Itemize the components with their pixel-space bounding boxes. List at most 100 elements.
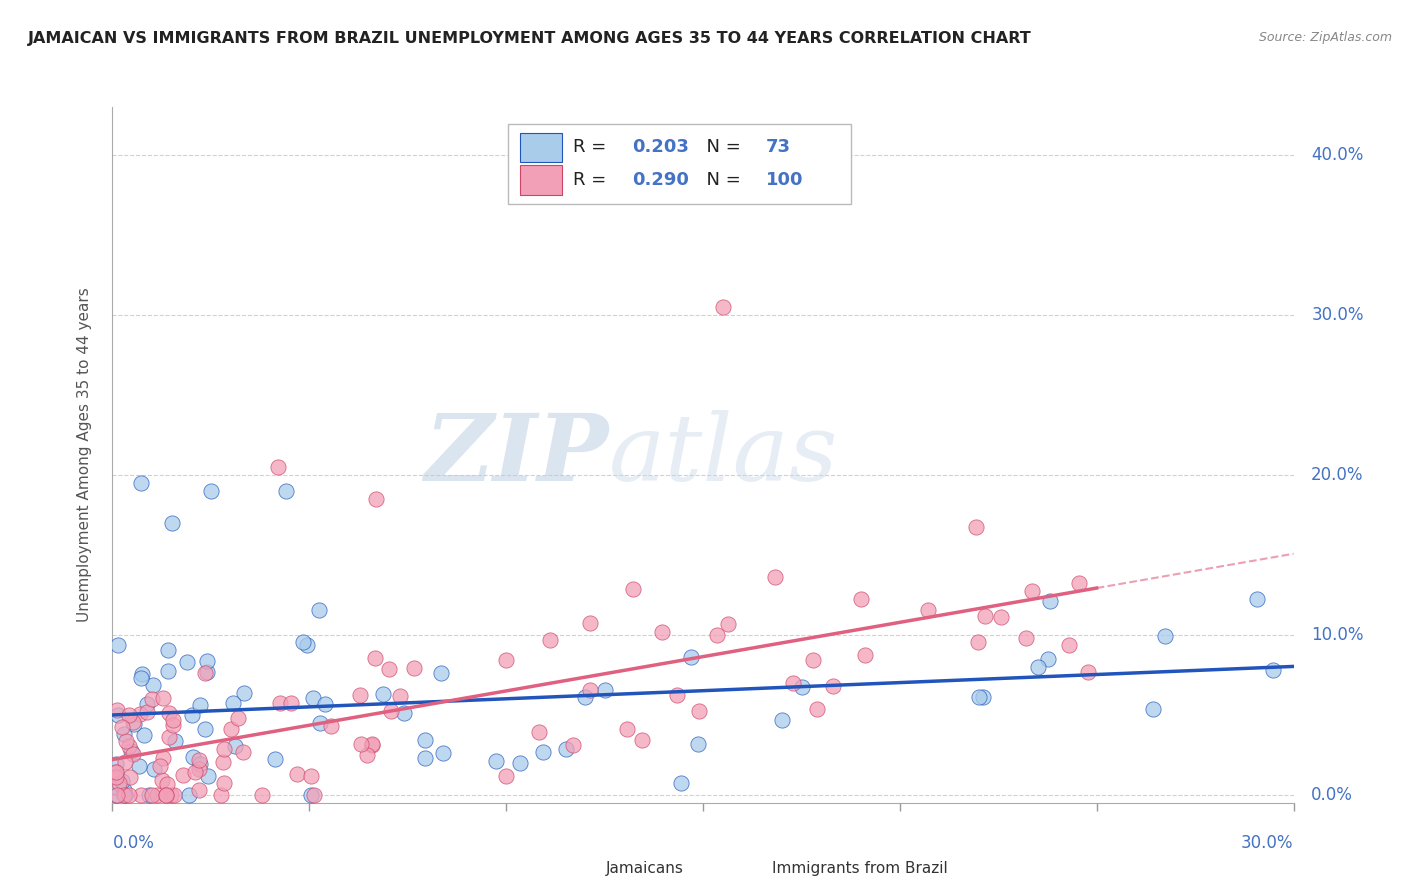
Point — [105, 770, 128, 784]
Point — [574, 690, 596, 704]
Text: 10.0%: 10.0% — [1312, 626, 1364, 644]
Point — [105, 764, 128, 779]
Point — [350, 737, 373, 751]
Point — [717, 617, 740, 632]
Point — [155, 788, 177, 802]
Point — [105, 788, 128, 802]
Point — [297, 638, 319, 652]
Point — [274, 483, 297, 498]
Point — [129, 788, 152, 802]
Point — [112, 782, 135, 797]
Point — [509, 756, 531, 770]
Point — [135, 705, 157, 719]
Point — [212, 741, 235, 756]
Point — [120, 744, 142, 758]
Point — [990, 609, 1012, 624]
Point — [177, 788, 200, 802]
Point — [222, 696, 245, 710]
Point — [801, 653, 824, 667]
Point — [114, 755, 136, 769]
Point — [361, 737, 384, 751]
Point — [269, 696, 291, 710]
Point — [122, 716, 145, 731]
Point — [495, 653, 517, 667]
Point — [188, 756, 211, 771]
Text: 20.0%: 20.0% — [1312, 466, 1364, 484]
Point — [105, 780, 128, 795]
Point — [432, 746, 454, 760]
Point — [112, 726, 135, 740]
Point — [1015, 631, 1038, 645]
Point — [108, 775, 131, 789]
FancyBboxPatch shape — [730, 857, 768, 880]
Point — [666, 688, 689, 702]
Point — [114, 734, 136, 748]
Text: 0.0%: 0.0% — [112, 834, 155, 852]
Point — [291, 635, 314, 649]
Text: 30.0%: 30.0% — [1312, 306, 1364, 324]
Point — [118, 788, 141, 802]
Text: R =: R = — [574, 138, 612, 156]
Point — [538, 632, 561, 647]
Point — [763, 570, 786, 584]
Point — [1039, 594, 1062, 608]
Point — [1057, 638, 1080, 652]
Point — [485, 754, 508, 768]
Point — [263, 752, 285, 766]
Point — [356, 748, 378, 763]
Point — [430, 665, 453, 680]
Point — [287, 767, 309, 781]
Point — [917, 602, 939, 616]
Text: N =: N = — [695, 171, 747, 189]
Point — [150, 773, 173, 788]
Point — [134, 728, 156, 742]
Point — [141, 788, 163, 802]
Point — [967, 635, 990, 649]
Text: 73: 73 — [766, 138, 790, 156]
Point — [364, 651, 387, 665]
Point — [180, 707, 202, 722]
Point — [155, 788, 177, 802]
Point — [965, 520, 987, 534]
Text: 100: 100 — [766, 171, 803, 189]
Text: 0.203: 0.203 — [633, 138, 689, 156]
Point — [280, 696, 302, 710]
Point — [782, 676, 804, 690]
Point — [128, 759, 150, 773]
Point — [821, 679, 844, 693]
Text: N =: N = — [695, 138, 747, 156]
Point — [135, 697, 157, 711]
Point — [849, 591, 872, 606]
Point — [105, 703, 128, 717]
Point — [105, 765, 128, 780]
Point — [1142, 702, 1164, 716]
Point — [176, 655, 198, 669]
Point — [555, 742, 578, 756]
Point — [1246, 592, 1268, 607]
Point — [187, 754, 209, 768]
Point — [195, 654, 218, 668]
Point — [112, 788, 135, 802]
Point — [200, 483, 222, 498]
Point — [578, 615, 600, 630]
Point — [214, 776, 236, 790]
Text: 0.290: 0.290 — [633, 171, 689, 189]
Point — [308, 603, 330, 617]
Point — [853, 648, 876, 663]
Point — [131, 667, 153, 681]
Point — [107, 707, 129, 722]
Point — [195, 665, 218, 679]
Point — [402, 661, 425, 675]
Point — [349, 688, 371, 702]
Point — [1077, 665, 1099, 679]
Point — [212, 755, 235, 769]
Point — [299, 768, 322, 782]
Point — [111, 774, 134, 789]
Text: 30.0%: 30.0% — [1241, 834, 1294, 852]
Text: Source: ZipAtlas.com: Source: ZipAtlas.com — [1258, 31, 1392, 45]
Text: Jamaicans: Jamaicans — [606, 862, 685, 877]
Point — [314, 697, 336, 711]
Point — [413, 732, 436, 747]
Point — [579, 683, 602, 698]
Point — [561, 738, 583, 752]
